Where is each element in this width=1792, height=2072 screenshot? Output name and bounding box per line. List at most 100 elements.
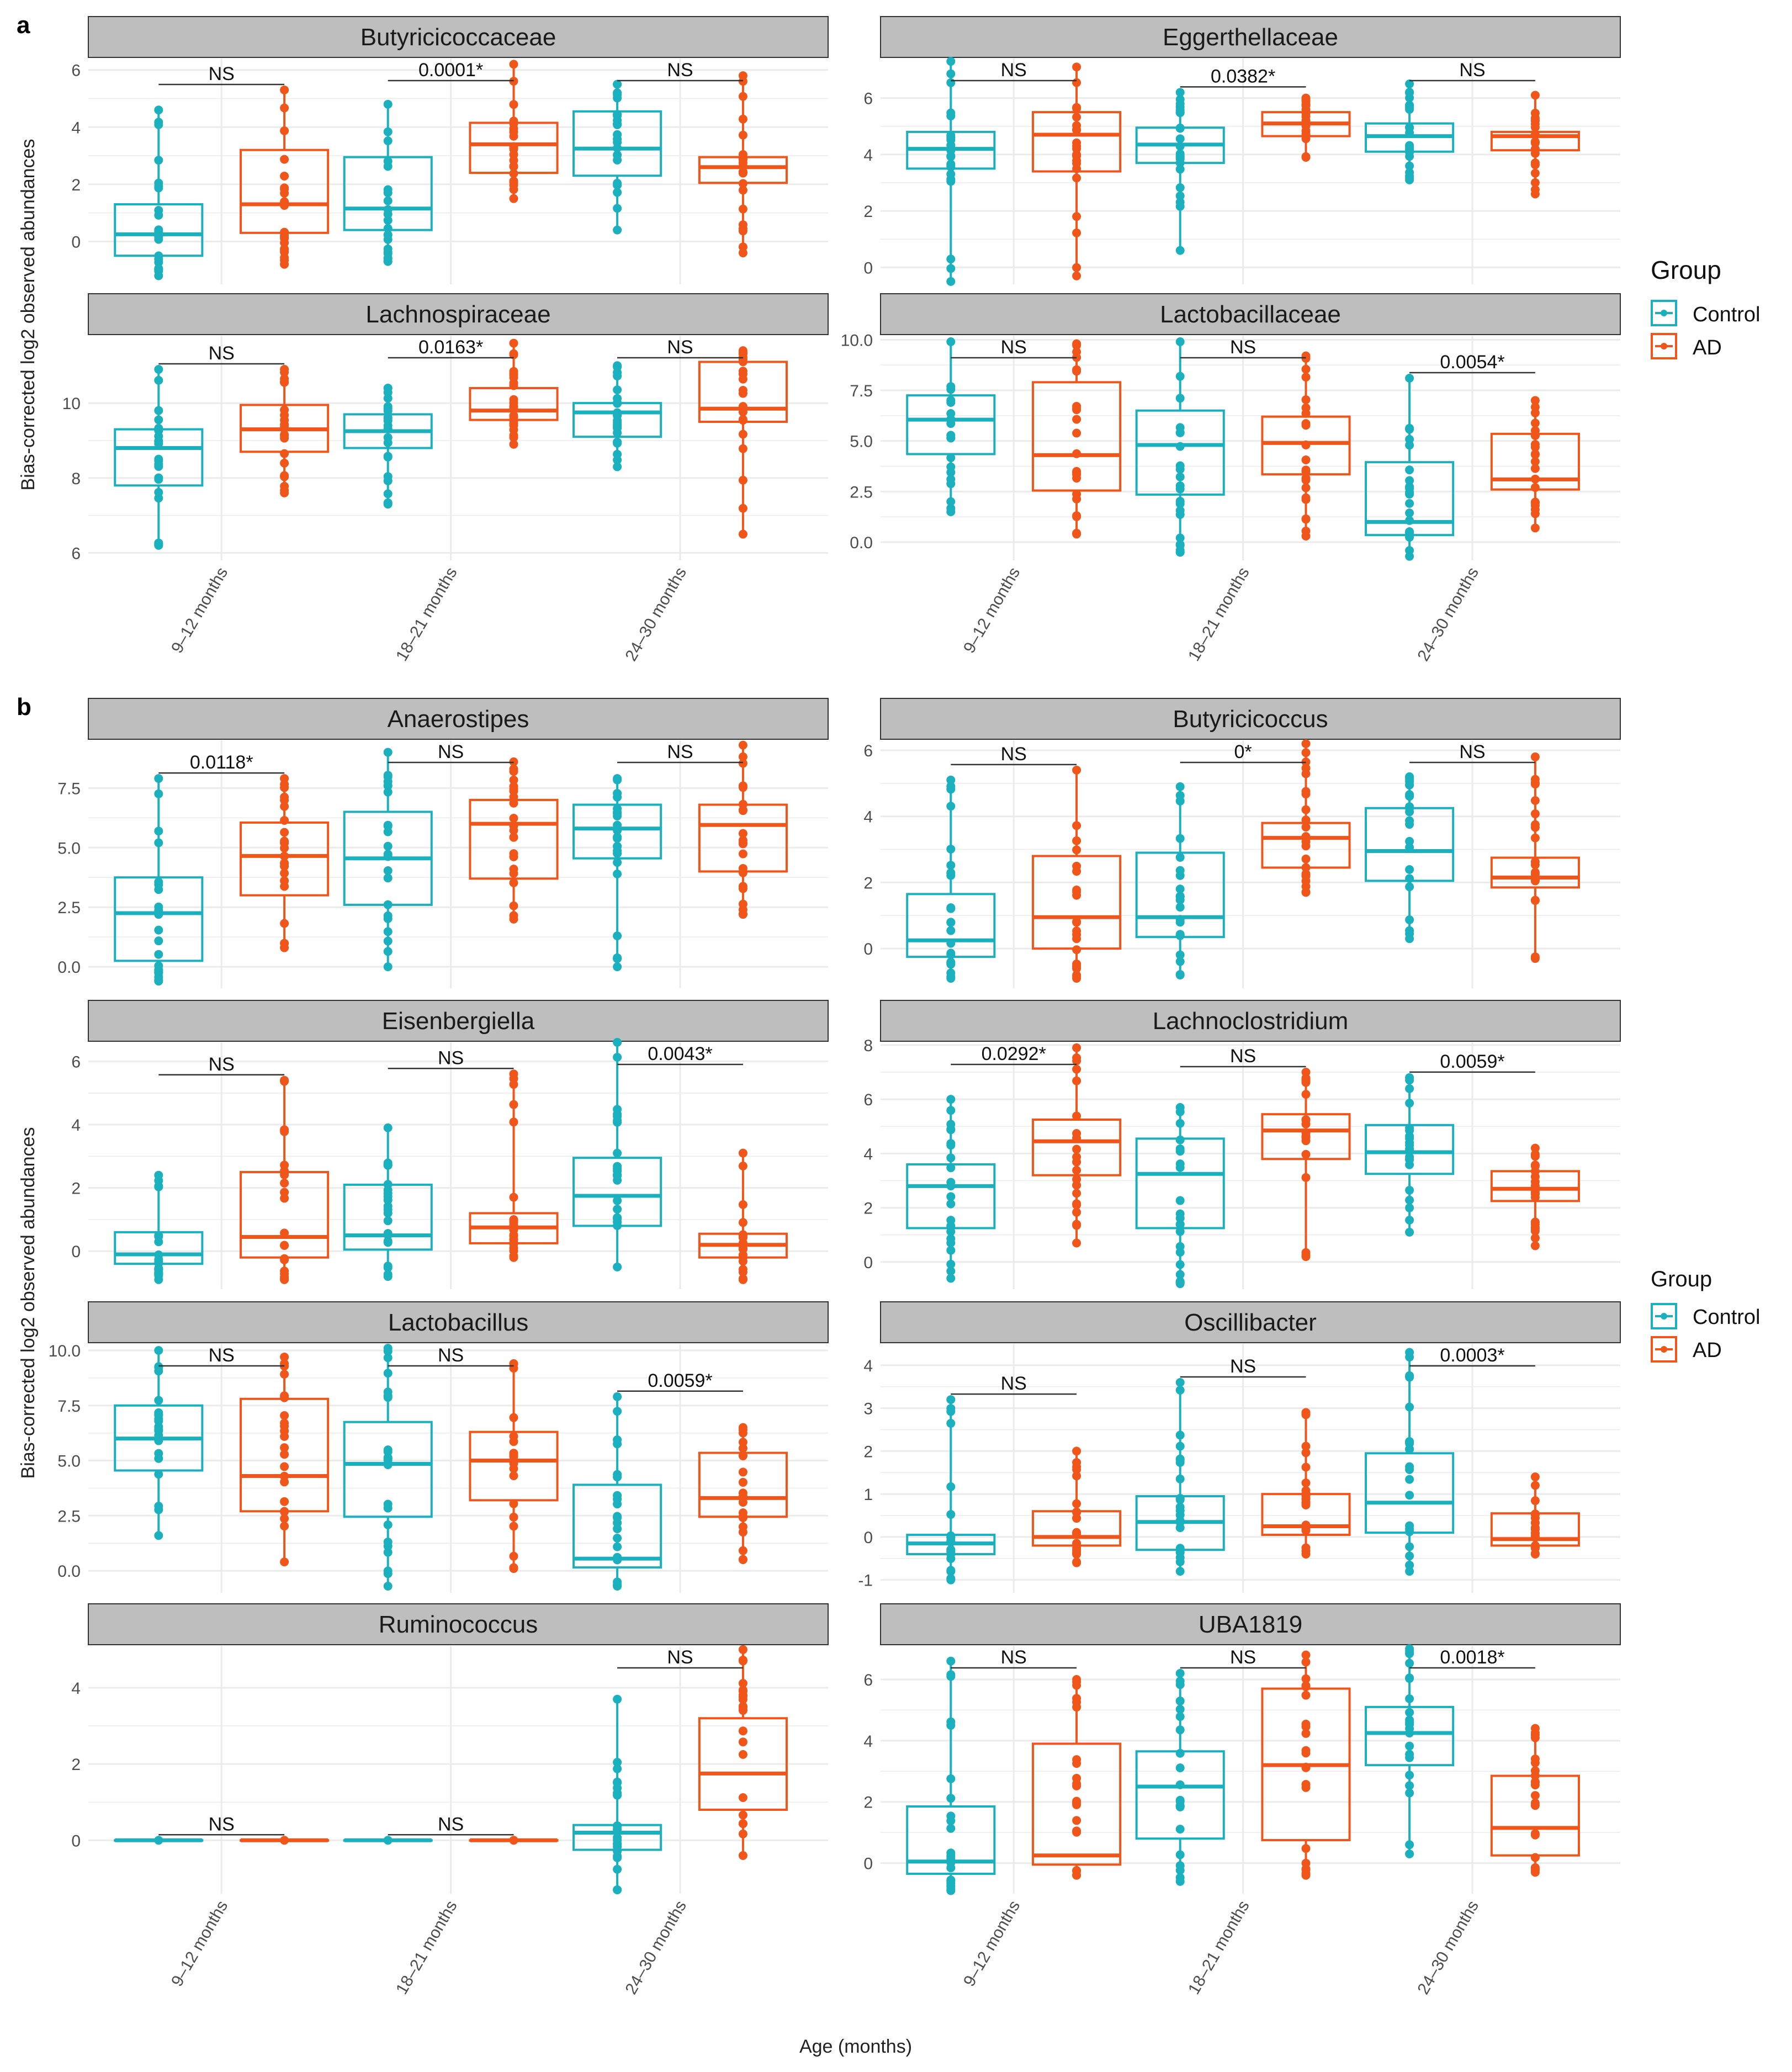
control-point	[613, 1472, 622, 1482]
control-point	[383, 216, 393, 225]
ad-point	[738, 186, 747, 195]
ad-point	[738, 367, 747, 376]
ad-point	[1072, 1043, 1081, 1052]
control-point	[1175, 1159, 1185, 1169]
ad-point	[1530, 1509, 1540, 1519]
y-tick-label: 0	[71, 1832, 81, 1850]
significance-label: NS	[209, 1345, 235, 1366]
control-point	[1175, 1377, 1185, 1387]
control-point	[1175, 394, 1185, 403]
control-point	[946, 1259, 956, 1269]
ad-point	[280, 1411, 289, 1421]
control-point	[613, 394, 622, 403]
control-point	[1175, 1196, 1185, 1205]
ad-point	[1530, 1830, 1540, 1840]
control-point	[946, 415, 956, 425]
control-point	[1175, 1544, 1185, 1553]
ad-point	[509, 782, 518, 791]
control-point	[154, 1531, 163, 1540]
ad-point	[1301, 395, 1311, 404]
ad-point	[738, 168, 747, 178]
ad-point	[1530, 1542, 1540, 1551]
control-point	[946, 957, 956, 967]
control-point	[613, 181, 622, 190]
facet-strip	[88, 1603, 829, 1645]
ad-point	[1530, 1496, 1540, 1506]
ad-point	[1530, 809, 1540, 819]
ad-point	[1072, 1773, 1081, 1783]
ad-point	[738, 1555, 747, 1564]
facet-strip	[88, 16, 829, 58]
control-point	[383, 820, 393, 830]
facet-eisenbergiella: Eisenbergiella 0 2 4 6 NS NS 0.0043*	[71, 1000, 829, 1289]
ad-point	[738, 909, 747, 919]
ad-point	[280, 1393, 289, 1402]
ad-point	[280, 368, 289, 377]
control-point	[1175, 442, 1185, 451]
ad-point	[1301, 1410, 1311, 1419]
control-point	[383, 394, 393, 403]
control-point	[1175, 246, 1185, 255]
ad-point	[738, 806, 747, 815]
ad-point	[1301, 440, 1311, 449]
control-point	[1175, 1677, 1185, 1686]
ad-point	[280, 1077, 289, 1086]
y-tick-label: 2	[71, 176, 81, 194]
ad-point	[738, 759, 747, 768]
ad-point	[509, 865, 518, 874]
control-point	[946, 948, 956, 958]
control-point	[383, 402, 393, 411]
ad-point	[1301, 739, 1311, 748]
control-box	[1365, 1705, 1455, 1767]
ad-point	[280, 1422, 289, 1431]
control-point	[1175, 892, 1185, 901]
control-point	[1175, 1567, 1185, 1576]
control-point	[154, 1396, 163, 1405]
ad-point	[1301, 121, 1311, 130]
control-box	[1135, 409, 1225, 496]
control-point	[1405, 1185, 1414, 1195]
ad-point	[280, 1497, 289, 1506]
significance-label: NS	[1230, 337, 1256, 358]
control-point	[946, 1106, 956, 1115]
ad-point	[738, 402, 747, 411]
ad-point	[1301, 748, 1311, 757]
control-point	[383, 873, 393, 883]
control-point	[946, 1221, 956, 1231]
ad-point	[1072, 428, 1081, 438]
ad-point	[1072, 845, 1081, 855]
ad-point	[280, 1370, 289, 1379]
facet-uba1819: UBA1819 0 2 4 6 NS NS 0.0018*	[863, 1603, 1621, 1895]
control-point	[1405, 102, 1414, 111]
facet-strip	[880, 1000, 1621, 1042]
ad-point	[1072, 404, 1081, 413]
control-point	[383, 99, 393, 109]
control-point	[383, 1160, 393, 1169]
control-point	[1175, 834, 1185, 843]
control-point	[154, 1414, 163, 1424]
ad-point	[738, 781, 747, 791]
legend-label-ad: AD	[1693, 336, 1722, 359]
control-point	[1405, 516, 1414, 525]
control-point	[154, 1435, 163, 1444]
ad-point	[1530, 867, 1540, 877]
y-tick-label: 2	[863, 874, 873, 892]
control-point	[946, 1545, 956, 1555]
panel-label-a: a	[17, 12, 30, 39]
control-point	[946, 1774, 956, 1783]
control-point	[946, 1858, 956, 1867]
ad-point	[1530, 1481, 1540, 1490]
control-point	[613, 449, 622, 459]
ad-point	[1530, 1758, 1540, 1767]
ad-point	[1530, 160, 1540, 169]
control-point	[383, 1270, 393, 1279]
control-point	[613, 870, 622, 879]
control-point	[1405, 1771, 1414, 1780]
ad-point	[509, 127, 518, 136]
control-point	[1175, 852, 1185, 862]
ad-point	[1301, 474, 1311, 483]
ad-point	[1301, 1075, 1311, 1084]
control-point	[1175, 1220, 1185, 1229]
y-tick-label: 4	[863, 808, 873, 826]
